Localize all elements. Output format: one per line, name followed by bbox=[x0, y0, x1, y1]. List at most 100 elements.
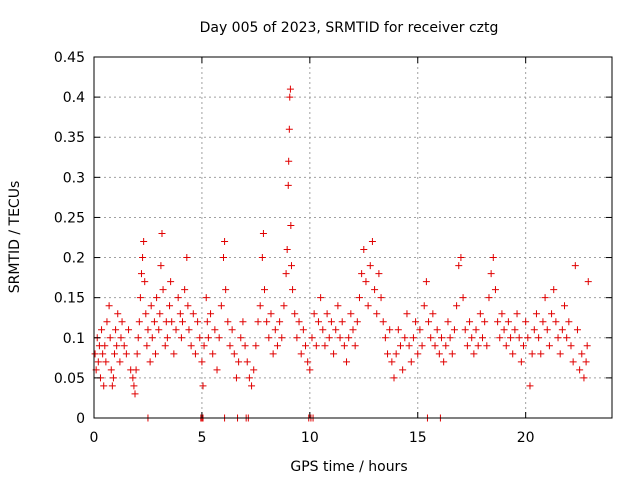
data-point bbox=[184, 302, 192, 310]
data-point bbox=[388, 358, 396, 366]
data-point bbox=[254, 318, 262, 326]
data-point bbox=[245, 374, 253, 382]
data-point bbox=[111, 350, 119, 358]
x-tick-label: 20 bbox=[517, 430, 535, 446]
data-point bbox=[200, 342, 208, 350]
data-point bbox=[535, 334, 543, 342]
data-point bbox=[250, 366, 258, 374]
data-point bbox=[278, 334, 286, 342]
data-point bbox=[541, 294, 549, 302]
data-point bbox=[502, 342, 510, 350]
data-point bbox=[420, 302, 428, 310]
data-point bbox=[353, 318, 361, 326]
data-point bbox=[103, 318, 111, 326]
data-point bbox=[143, 342, 151, 350]
data-point bbox=[191, 350, 199, 358]
data-point bbox=[323, 310, 331, 318]
data-point bbox=[319, 326, 327, 334]
data-point bbox=[139, 254, 147, 262]
data-point bbox=[269, 350, 277, 358]
data-point bbox=[187, 342, 195, 350]
data-point bbox=[485, 294, 493, 302]
data-point bbox=[431, 342, 439, 350]
data-point bbox=[289, 286, 297, 294]
data-point bbox=[297, 350, 305, 358]
data-point bbox=[526, 382, 534, 390]
data-point bbox=[511, 326, 519, 334]
data-point bbox=[453, 302, 461, 310]
data-point bbox=[384, 350, 392, 358]
data-point bbox=[259, 229, 267, 237]
data-point bbox=[239, 318, 247, 326]
data-point bbox=[102, 358, 110, 366]
data-point bbox=[107, 366, 115, 374]
data-point bbox=[435, 350, 443, 358]
data-point bbox=[226, 342, 234, 350]
data-point bbox=[241, 342, 249, 350]
data-point bbox=[94, 358, 102, 366]
data-point bbox=[483, 342, 491, 350]
y-tick-label: 0.35 bbox=[54, 130, 85, 146]
data-point bbox=[304, 358, 312, 366]
data-point bbox=[349, 326, 357, 334]
data-point bbox=[224, 318, 232, 326]
data-point bbox=[405, 342, 413, 350]
data-point bbox=[161, 342, 169, 350]
data-point bbox=[340, 342, 348, 350]
data-point bbox=[576, 366, 584, 374]
data-point bbox=[159, 286, 167, 294]
x-tick-label: 5 bbox=[197, 430, 206, 446]
data-point bbox=[282, 270, 290, 278]
data-point bbox=[136, 294, 144, 302]
data-point bbox=[105, 302, 113, 310]
data-point bbox=[368, 238, 376, 246]
data-point bbox=[243, 358, 251, 366]
data-point bbox=[199, 382, 207, 390]
x-axis-label: GPS time / hours bbox=[290, 459, 407, 475]
data-point bbox=[414, 350, 422, 358]
data-point bbox=[327, 318, 335, 326]
data-point bbox=[571, 262, 579, 270]
data-point bbox=[496, 334, 504, 342]
data-point bbox=[427, 334, 435, 342]
data-point bbox=[394, 326, 402, 334]
data-point bbox=[332, 326, 340, 334]
y-tick-label: 0.1 bbox=[63, 331, 85, 347]
x-tick-label: 15 bbox=[409, 430, 427, 446]
data-point bbox=[459, 294, 467, 302]
data-point bbox=[563, 334, 571, 342]
data-point bbox=[263, 318, 271, 326]
data-point bbox=[403, 310, 411, 318]
data-point bbox=[166, 302, 174, 310]
data-point bbox=[548, 310, 556, 318]
data-point bbox=[261, 286, 269, 294]
data-point bbox=[476, 310, 484, 318]
data-point bbox=[203, 318, 211, 326]
data-point bbox=[167, 278, 175, 286]
data-point bbox=[310, 310, 318, 318]
y-tick-label: 0.45 bbox=[54, 50, 85, 66]
data-point bbox=[157, 262, 165, 270]
data-point bbox=[537, 350, 545, 358]
data-point bbox=[338, 318, 346, 326]
data-point bbox=[444, 318, 452, 326]
data-point bbox=[174, 294, 182, 302]
data-point bbox=[377, 294, 385, 302]
data-point bbox=[137, 270, 145, 278]
data-point bbox=[429, 310, 437, 318]
data-point bbox=[554, 334, 562, 342]
data-point bbox=[573, 326, 581, 334]
plot-frame bbox=[93, 56, 613, 419]
data-point bbox=[285, 157, 293, 165]
data-point bbox=[265, 334, 273, 342]
chart-title: Day 005 of 2023, SRMTID for receiver czt… bbox=[200, 20, 499, 36]
data-point bbox=[545, 342, 553, 350]
data-point bbox=[386, 326, 394, 334]
data-point bbox=[552, 318, 560, 326]
data-point bbox=[543, 326, 551, 334]
data-point bbox=[407, 358, 415, 366]
data-point bbox=[416, 326, 424, 334]
data-point bbox=[360, 246, 368, 254]
data-point bbox=[437, 334, 445, 342]
